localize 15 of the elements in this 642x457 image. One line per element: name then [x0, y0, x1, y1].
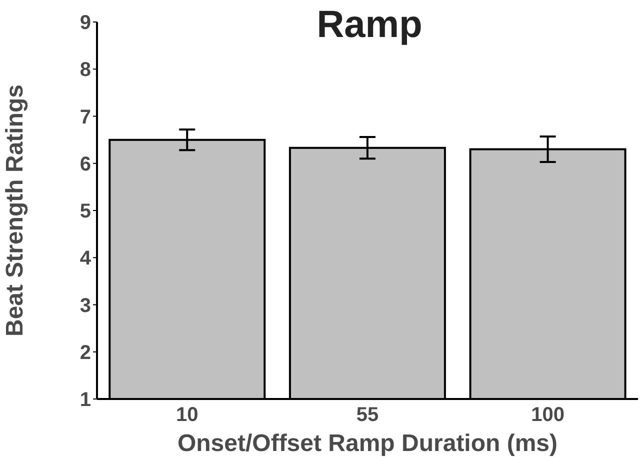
x-tick-label: 100: [531, 404, 565, 426]
y-tick-label: 2: [80, 342, 91, 364]
y-tick-label: 7: [80, 106, 91, 128]
y-tick-label: 3: [80, 294, 91, 317]
x-tick-label: 10: [176, 404, 198, 426]
y-tick-label: 6: [80, 153, 91, 176]
y-axis-title: Beat Strength Ratings: [2, 84, 29, 337]
x-axis-title: Onset/Offset Ramp Duration (ms): [177, 430, 558, 457]
y-tick-label: 8: [80, 59, 91, 82]
y-tick-label: 9: [80, 12, 91, 34]
x-tick-label: 55: [356, 404, 379, 426]
y-tick-label: 1: [80, 389, 91, 412]
y-tick-label: 4: [80, 248, 92, 270]
chart-title: Ramp: [316, 4, 424, 47]
y-tick-label: 5: [80, 200, 91, 223]
